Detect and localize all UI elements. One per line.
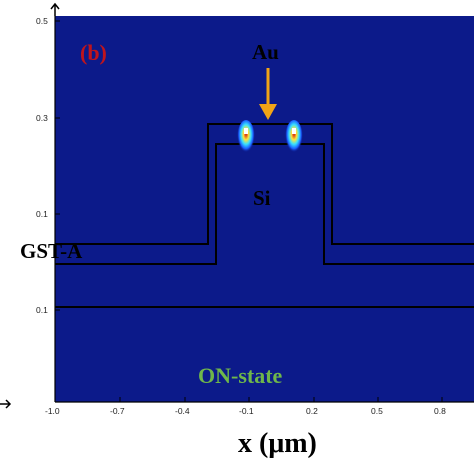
axis-arrow-top-icon xyxy=(50,2,60,16)
si-inner-boundary xyxy=(55,143,474,265)
si-label: Si xyxy=(253,186,271,210)
x-tick-label: 0.8 xyxy=(434,406,446,416)
state-label: ON-state xyxy=(198,363,283,388)
y-tick-label: 0.3 xyxy=(36,113,48,123)
x-axis-title: x (μm) xyxy=(238,428,317,459)
y-tick-label: 0.1 xyxy=(36,209,48,219)
x-tick-label: -0.4 xyxy=(175,406,190,416)
hotspots xyxy=(237,120,303,156)
x-ticks: -1.0 -0.7 -0.4 -0.1 0.2 0.5 0.8 xyxy=(45,397,446,416)
hotspot-left-core xyxy=(244,128,248,134)
x-tick-label: -1.0 xyxy=(45,406,60,416)
gst-outer-boundary xyxy=(55,123,474,245)
x-tick-label: -0.1 xyxy=(239,406,254,416)
x-tick-label: 0.2 xyxy=(306,406,318,416)
hotspot-right xyxy=(285,120,303,156)
plot-area xyxy=(55,16,474,402)
x-tick-label: 0.5 xyxy=(371,406,383,416)
au-label: Au xyxy=(252,40,279,64)
y-ticks: 0.5 0.3 0.1 0.1 xyxy=(36,16,60,315)
hotspot-right-core xyxy=(292,128,296,134)
x-tick-label: -0.7 xyxy=(110,406,125,416)
panel-label: (b) xyxy=(80,40,107,65)
y-tick-label: 0.5 xyxy=(36,16,48,26)
au-arrow-icon xyxy=(259,68,277,120)
y-tick-label: 0.1 xyxy=(36,305,48,315)
hotspot-left xyxy=(237,120,255,156)
axis-arrow-icon xyxy=(0,399,12,409)
gst-label: GST-A xyxy=(20,239,83,263)
